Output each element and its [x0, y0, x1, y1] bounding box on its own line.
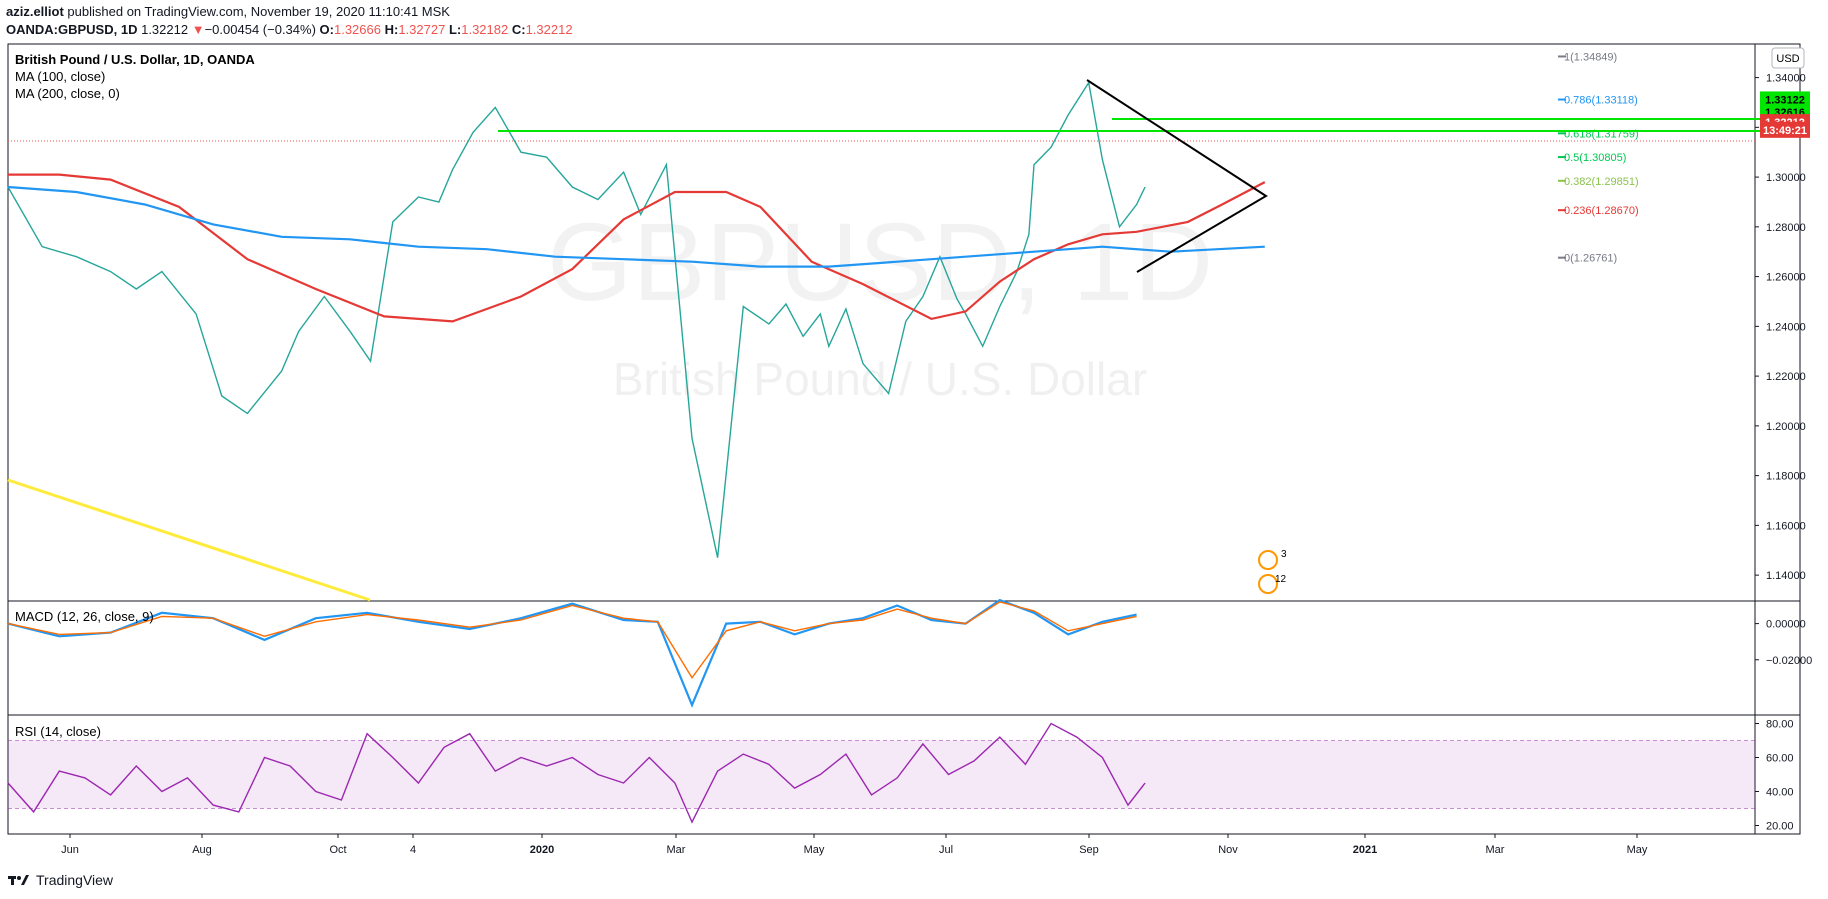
x-tick-label: Sep [1079, 844, 1099, 856]
y-tick-label: 80.00 [1766, 719, 1794, 731]
x-tick-label: May [804, 844, 825, 856]
y-tick-label: 1.26000 [1766, 272, 1806, 284]
y-tick-label: 0.00000 [1766, 619, 1806, 631]
price-tag-label: 1.33122 [1765, 94, 1805, 106]
watermark-name: British Pound / U.S. Dollar [613, 353, 1147, 405]
y-tick-label: 1.24000 [1766, 321, 1806, 333]
currency-badge[interactable] [1771, 47, 1805, 69]
x-tick-label: 4 [410, 844, 416, 856]
tradingview-logo-icon [8, 875, 29, 885]
triangle-pattern[interactable] [1086, 79, 1268, 273]
event-badge-count: 12 [1275, 574, 1287, 585]
last-price: 1.32212 [141, 22, 189, 37]
open-label: O: [319, 22, 334, 37]
x-tick-label: May [1627, 844, 1648, 856]
y-tick-label: 1.34000 [1766, 73, 1806, 85]
high-value: 1.32727 [398, 22, 446, 37]
price-tag-label: 13:49:21 [1763, 125, 1807, 137]
chart-title: British Pound / U.S. Dollar, 1D, OANDA [15, 52, 255, 67]
fib-level-label: 0.5(1.30805) [1564, 152, 1626, 164]
y-tick-label: −0.02000 [1766, 655, 1812, 667]
x-tick-label: 2021 [1353, 844, 1377, 856]
x-tick-label: Mar [667, 844, 686, 856]
x-tick-label: Mar [1486, 844, 1505, 856]
price-change: −0.00454 (−0.34%) [204, 22, 316, 37]
published-text: published on TradingView.com, November 1… [67, 4, 450, 19]
open-value: 1.32666 [333, 22, 381, 37]
brand-label: TradingView [36, 872, 114, 888]
y-tick-label: 1.28000 [1766, 222, 1806, 234]
low-label: L: [448, 22, 462, 37]
series-line [7, 722, 1146, 824]
high-label: H: [384, 22, 399, 37]
close-value: 1.32212 [525, 22, 573, 37]
ma200-legend: MA (200, close, 0) [15, 86, 120, 101]
y-tick-label: 20.00 [1766, 821, 1794, 833]
ma100-legend: MA (100, close) [15, 69, 105, 84]
publish-info: aziz.elliot published on TradingView.com… [6, 4, 450, 19]
price-tag [1760, 121, 1810, 138]
fib-level-label: 0.786(1.33118) [1564, 95, 1638, 107]
x-tick-label: Oct [329, 844, 346, 856]
y-tick-label: 1.22000 [1766, 371, 1806, 383]
close-label: C: [511, 22, 526, 37]
series-line [7, 601, 1137, 680]
x-tick-label: 2020 [530, 844, 554, 856]
x-tick-label: Nov [1218, 844, 1238, 856]
series-line [7, 598, 1137, 708]
rsi-band [8, 740, 1755, 809]
us-flag-icon[interactable] [1258, 574, 1278, 594]
x-tick-label: Jul [939, 844, 953, 856]
symbol-label: OANDA:GBPUSD, 1D [6, 22, 138, 37]
down-arrow-icon: ▼ [191, 22, 205, 37]
uk-flag-icon[interactable] [1258, 550, 1278, 570]
footer-brand[interactable]: TradingView [8, 872, 113, 888]
fib-level-label: 0.236(1.28670) [1564, 205, 1639, 217]
y-tick-label: 1.30000 [1766, 172, 1806, 184]
y-tick-label: 1.14000 [1766, 570, 1806, 582]
fib-level-label: 0.382(1.29851) [1564, 176, 1639, 188]
series-line [7, 185, 1265, 268]
event-badge-count: 3 [1281, 549, 1287, 560]
macd-title: MACD (12, 26, close, 9) [15, 609, 154, 624]
yellow-trendline[interactable] [7, 478, 371, 602]
y-tick-label: 60.00 [1766, 753, 1794, 765]
currency-label: USD [1776, 53, 1799, 65]
y-tick-label: 1.16000 [1766, 520, 1806, 532]
fib-level-label: 0(1.26761) [1564, 253, 1617, 265]
price-tag [1760, 91, 1810, 108]
symbol-ohlc-line: OANDA:GBPUSD, 1D 1.32212 ▼−0.00454 (−0.3… [6, 22, 573, 37]
x-tick-label: Aug [192, 844, 212, 856]
y-tick-label: 1.18000 [1766, 471, 1806, 483]
y-tick-label: 1.20000 [1766, 421, 1806, 433]
rsi-title: RSI (14, close) [15, 724, 101, 739]
author-name[interactable]: aziz.elliot [6, 4, 64, 19]
x-tick-label: Jun [61, 844, 79, 856]
chart-frame [7, 43, 1801, 835]
low-value: 1.32182 [461, 22, 509, 37]
y-tick-label: 40.00 [1766, 787, 1794, 799]
series-line [8, 173, 1266, 323]
fib-level-label: 1(1.34849) [1564, 51, 1617, 63]
